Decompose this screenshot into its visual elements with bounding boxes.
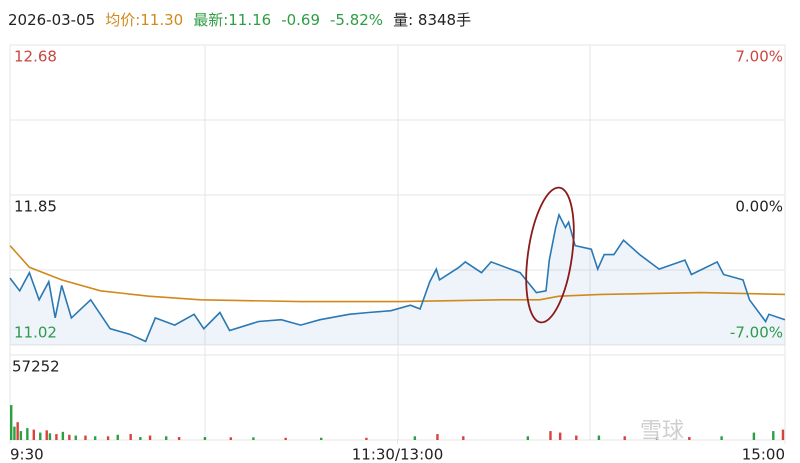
volume-bar [720,436,723,440]
volume-bar [106,436,110,440]
volume-bar [623,436,626,440]
volume-bar [129,434,132,440]
volume-bar [39,432,42,440]
volume-bar [655,437,659,440]
watermark: 雪球 [640,419,684,444]
volume-tick-label: 57252 [12,358,60,376]
header-change: -0.69 [281,11,320,29]
volume-bar [74,435,77,440]
volume-bar [32,429,36,440]
annotation-circle [525,186,575,324]
volume-bar [48,433,52,440]
volume-bar [781,429,785,440]
x-tick-label: 11:30/13:00 [352,446,444,463]
price-area [10,214,785,345]
volume-bar [116,434,119,440]
y2-tick-label: 0.00% [735,198,783,216]
volume-bar [688,437,691,440]
y2-tick-label: -7.00% [730,324,783,342]
volume-bar [68,434,71,440]
volume-bar [320,437,323,440]
header-date: 2026-03-05 [8,11,95,29]
volume-bar [84,435,87,440]
plot: 11.02 11.85 12.68 -7.00% 0.00% 7.00% 9:30 11:30… [9,44,786,463]
volume-bar [462,436,465,440]
header-avg: 均价:11.30 [105,11,183,29]
volume-bar [16,422,19,440]
y-tick-label: 11.85 [14,198,57,216]
volume-bar [413,436,417,440]
volume-bar [252,437,255,440]
volume-bar [55,434,58,440]
volume-bar [19,431,23,440]
volume-bar [139,437,142,440]
price-line [9,212,786,343]
x-tick-label: 9:30 [10,446,44,463]
volume-bar [61,431,65,440]
volume-bar [526,436,530,440]
volume-bar [93,436,97,440]
volume-bar [26,428,29,440]
y2-tick-label: 7.00% [735,48,783,66]
volume-bar [597,435,601,440]
volume-bar [752,432,756,440]
volume-bar [229,437,232,440]
avg-price-line [9,245,786,303]
header-change-pct: -5.82% [330,11,383,29]
y-tick-label: 12.68 [14,48,57,66]
x-tick-label: 15:00 [742,446,785,463]
volume-bar [436,434,439,440]
volume-bar [558,432,562,440]
volume-bar [177,437,181,440]
volume-bar [13,426,16,440]
y-tick-label: 11.02 [14,324,57,342]
header-last: 最新:11.16 [193,11,271,29]
volume-bar [549,431,552,440]
header-volume: 量: 8348手 [393,11,471,29]
volume-bar [575,435,578,440]
volume-bar [45,430,48,440]
volume-bar [203,437,207,440]
volume-bar [10,405,13,440]
volume-bar [148,435,152,440]
volume-bar [284,437,287,440]
header: 2026-03-05 均价:11.30 最新:11.16 -0.69 -5.82% 量: … [8,11,471,29]
volume-bar [165,436,168,440]
volume-bar [772,431,775,440]
grid-layout [9,44,786,441]
volume-bar [365,437,368,440]
header-line: 2026-03-05 均价:11.30 最新:11.16 -0.69 -5.82% 量: … [8,11,471,29]
